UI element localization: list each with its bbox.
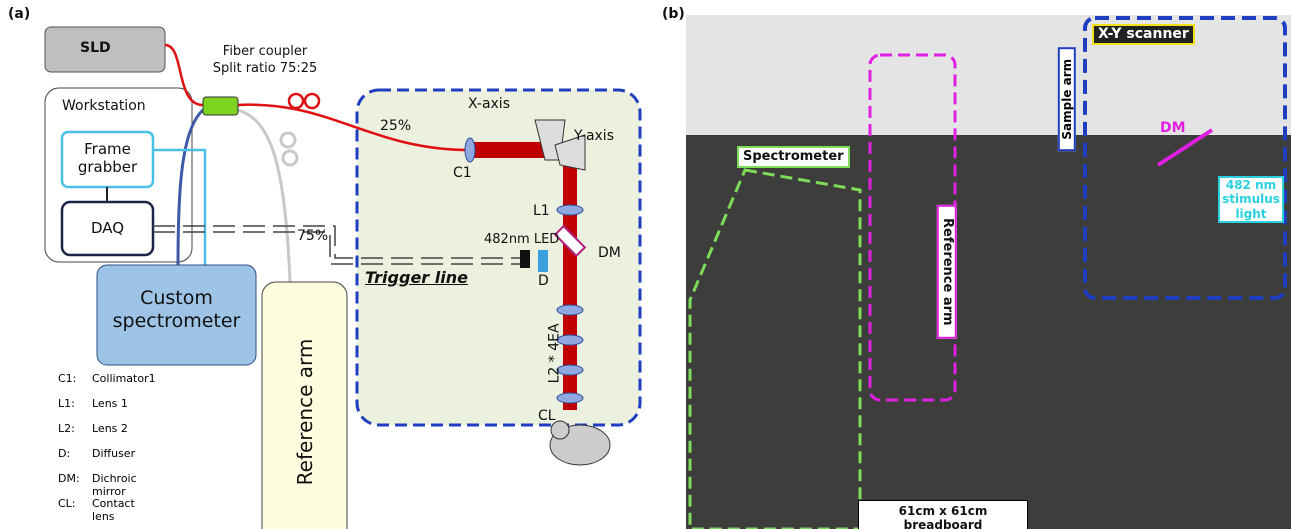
legend-row: L2:Lens 2 bbox=[58, 422, 152, 435]
d-label: D bbox=[538, 273, 549, 290]
legend-row: D:Diffuser bbox=[58, 447, 152, 460]
legend-text: Collimator1 bbox=[92, 372, 152, 385]
legend-row: L1:Lens 1 bbox=[58, 397, 152, 410]
legend-abbr: L2: bbox=[58, 422, 92, 435]
legend-row: CL:Contact lens bbox=[58, 497, 152, 523]
legend-text: Lens 1 bbox=[92, 397, 152, 410]
reference-arm-label: Reference arm bbox=[937, 205, 957, 339]
fiber-coupler bbox=[203, 97, 238, 115]
legend-text: Diffuser bbox=[92, 447, 152, 460]
panel-label: (a) bbox=[8, 6, 30, 23]
trigger-label: Trigger line bbox=[365, 268, 468, 287]
sld-label: SLD bbox=[80, 40, 111, 57]
legend-abbr: L1: bbox=[58, 397, 92, 410]
drawing bbox=[0, 0, 1291, 529]
split-label: Split ratio 75:25 bbox=[200, 61, 330, 77]
y-axis-label: Y-axis bbox=[574, 128, 614, 145]
panel-label: (b) bbox=[662, 6, 685, 23]
l2-label: L2 * 4EA bbox=[547, 308, 564, 398]
daq-label: DAQ bbox=[62, 219, 153, 237]
legend-abbr: DM: bbox=[58, 472, 92, 498]
legend-text: Lens 2 bbox=[92, 422, 152, 435]
legend-row: DM:Dichroic mirror bbox=[58, 472, 152, 498]
dm-label: DM bbox=[598, 245, 621, 262]
ratio-label: 25% bbox=[380, 118, 411, 135]
l1-label: L1 bbox=[533, 203, 550, 220]
x-axis-label: X-axis bbox=[468, 96, 510, 113]
led-label: 482nm LED bbox=[484, 232, 559, 248]
stimulus-label: 482 nm stimulus light bbox=[1218, 176, 1284, 223]
sample-arm-label: Sample arm bbox=[1058, 47, 1076, 151]
coupler-label: Fiber coupler bbox=[200, 44, 330, 60]
cl-label: CL bbox=[538, 408, 556, 425]
spectrometer-label: Custom spectrometer bbox=[110, 287, 243, 333]
legend-row: C1:Collimator1 bbox=[58, 372, 152, 385]
legend-abbr: D: bbox=[58, 447, 92, 460]
c1-label: C1 bbox=[453, 165, 472, 182]
workstation-label: Workstation bbox=[62, 98, 146, 115]
xy-label: X-Y scanner bbox=[1092, 24, 1195, 45]
reference-arm-label: Reference arm bbox=[293, 327, 317, 497]
dm-label: DM bbox=[1160, 120, 1186, 137]
legend-text: Contact lens bbox=[92, 497, 152, 523]
figure: (a) SLD Fiber coupler Split ratio 75:25 … bbox=[0, 0, 1291, 529]
legend-abbr: C1: bbox=[58, 372, 92, 385]
legend-text: Dichroic mirror bbox=[92, 472, 152, 498]
spectrometer-label: Spectrometer bbox=[737, 146, 850, 168]
breadboard-label: 61cm x 61cm breadboard bbox=[858, 500, 1028, 529]
legend-abbr: CL: bbox=[58, 497, 92, 523]
ratio-label: 75% bbox=[297, 228, 328, 245]
frame-grabber-label: Frame grabber bbox=[70, 140, 145, 176]
